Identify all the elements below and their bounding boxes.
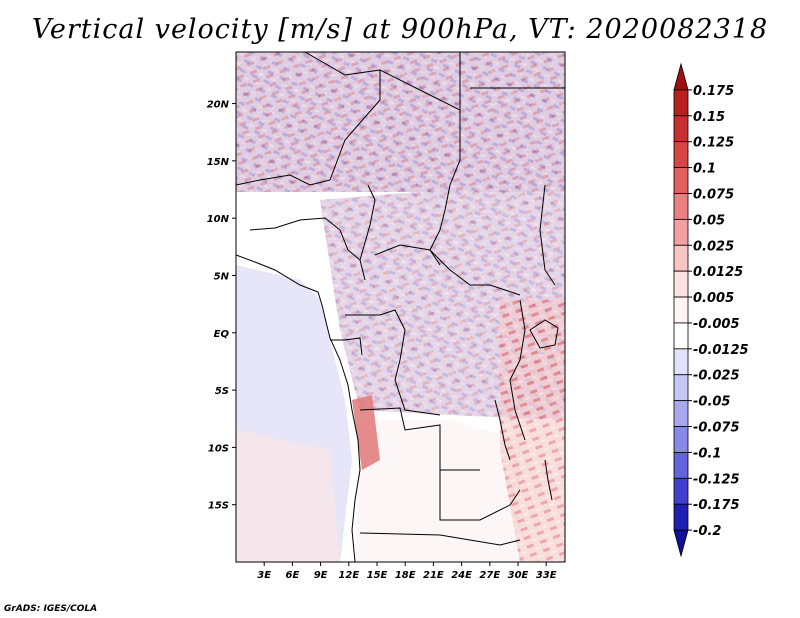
colorbar-swatch-4 [673, 167, 689, 194]
colorbar-label-8: 0.005 [693, 291, 734, 306]
border-uganda-kenya [509, 299, 526, 441]
colorbar-swatch-17 [673, 503, 689, 531]
grads-credit: GrADS: IGES/COLA [4, 604, 98, 614]
colorbar-swatch-15 [673, 452, 689, 479]
lake-victoria [529, 319, 559, 349]
colorbar-swatch-6 [673, 218, 689, 246]
colorbar-swatch-1 [673, 89, 689, 117]
colorbar-label-16: -0.175 [693, 498, 740, 513]
border-car [374, 244, 521, 296]
political-borders [236, 52, 565, 562]
y-tick-label-EQ: EQ [214, 329, 230, 340]
y-tick-label-20N: 20N [207, 100, 230, 111]
x-tick-label-3E: 3E [257, 570, 271, 581]
x-tick-label-27E: 27E [479, 570, 500, 581]
colorbar-label-12: -0.05 [693, 395, 730, 410]
colorbar: 0.175 0.15 0.125 0.1 0.075 0.05 0.025 0.0125 0.0… [673, 62, 749, 558]
colorbar-swatch-3 [673, 141, 689, 168]
border-zambia [439, 470, 521, 521]
x-tick-label-21E: 21E [423, 570, 444, 581]
border-congo-drc [345, 309, 441, 416]
colorbar-swatch-16 [673, 477, 689, 505]
y-tick-label-5N: 5N [214, 271, 230, 282]
colorbar-label-17: -0.2 [693, 524, 721, 539]
colorbar-swatch-11 [673, 348, 689, 376]
x-tick-label-9E: 9E [314, 570, 328, 581]
colorbar-label-13: -0.075 [693, 421, 740, 436]
y-tick-label-15S: 15S [208, 501, 229, 512]
colorbar-label-14: -0.1 [693, 446, 721, 461]
x-tick-label-15E: 15E [367, 570, 388, 581]
colorbar-label-2: 0.125 [693, 136, 734, 151]
colorbar-label-5: 0.05 [693, 213, 725, 228]
colorbar-swatch-12 [673, 374, 689, 402]
border-sahara-mali [304, 52, 381, 181]
border-namibia [359, 532, 521, 546]
colorbar-label-4: 0.075 [693, 187, 734, 202]
x-tick-label-24E: 24E [451, 570, 472, 581]
y-tick-label-10N: 10N [207, 214, 230, 225]
colorbar-swatch-9 [673, 296, 689, 324]
border-sudan-ethiopia [539, 184, 556, 286]
colorbar-swatch-10 [673, 322, 689, 350]
colorbar-label-1: 0.15 [693, 110, 725, 125]
colorbar-label-0: 0.175 [693, 84, 734, 99]
border-chad-sudan [429, 184, 451, 266]
coastline-west-africa [236, 254, 361, 562]
plot-frame [235, 51, 566, 563]
colorbar-label-9: -0.005 [693, 317, 740, 332]
colorbar-swatch-2 [673, 115, 689, 143]
colorbar-swatch-14 [673, 426, 689, 453]
lake-malawi [544, 459, 553, 501]
colorbar-swatch-8 [673, 270, 689, 298]
x-tick-label-33E: 33E [536, 570, 557, 581]
border-drc-angola [359, 407, 480, 471]
border-nigeria [249, 217, 366, 281]
colorbar-swatch-5 [673, 193, 689, 220]
lake-tanganyika [494, 399, 511, 461]
colorbar-label-11: -0.025 [693, 369, 740, 384]
x-tick-label-6E: 6E [286, 570, 300, 581]
x-axis: 3E 6E 9E 12E 15E 18E 21E 24E 27E 30E 33E [257, 562, 557, 581]
colorbar-label-3: 0.1 [693, 162, 716, 177]
border-gabon [330, 337, 363, 356]
field-sw-pink [236, 430, 340, 562]
border-cameroon [359, 184, 376, 261]
x-tick-label-30E: 30E [508, 570, 529, 581]
border-west-sahel [236, 174, 331, 186]
colorbar-label-15: -0.125 [693, 472, 740, 487]
field-north-red [236, 52, 565, 192]
colorbar-swatch-18 [673, 529, 689, 558]
colorbar-label-6: 0.025 [693, 239, 734, 254]
x-tick-label-12E: 12E [338, 570, 359, 581]
field-angola-red [352, 395, 380, 470]
colorbar-swatch-7 [673, 244, 689, 272]
colorbar-swatch-0 [673, 62, 689, 91]
colorbar-label-7: 0.0125 [693, 265, 743, 280]
y-tick-label-5S: 5S [215, 386, 229, 397]
colorbar-label-10: -0.0125 [693, 343, 749, 358]
field-south-white [355, 420, 520, 562]
chart-title: Vertical velocity [m/s] at 900hPa, VT: 2… [31, 14, 769, 45]
colorbar-swatch-13 [673, 400, 689, 427]
velocity-field [236, 52, 565, 562]
y-tick-label-10S: 10S [208, 443, 229, 454]
y-axis: 20N 15N 10N 5N EQ 5S 10S 15S [207, 100, 236, 512]
x-tick-label-18E: 18E [395, 570, 416, 581]
y-tick-label-15N: 15N [207, 157, 230, 168]
